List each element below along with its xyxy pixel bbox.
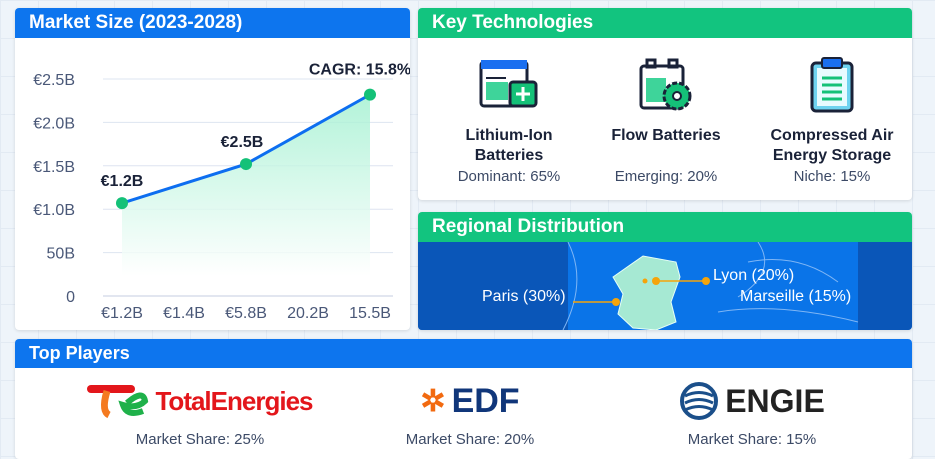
tech-name: Compressed Air bbox=[770, 127, 894, 144]
y-tick-label: 50B bbox=[47, 246, 75, 263]
data-point bbox=[240, 158, 252, 171]
tech-name: Energy Storage bbox=[772, 147, 892, 164]
engie-logo: ENGIE bbox=[622, 381, 882, 421]
clipboard-icon bbox=[752, 56, 912, 116]
y-tick-label: €2.0B bbox=[33, 115, 75, 132]
data-label: CAGR: 15.8% bbox=[309, 62, 410, 79]
tech-lithium-ion: Lithium-Ion Batteries Dominant: 65% bbox=[429, 56, 589, 185]
tech-flow-batteries: Flow Batteries Emerging: 20% bbox=[586, 56, 746, 185]
france-map bbox=[612, 255, 681, 330]
y-tick-label: 0 bbox=[66, 289, 75, 306]
player-totalenergies: TotalEnergies Market Share: 25% bbox=[70, 381, 330, 448]
tech-name: Batteries bbox=[474, 147, 544, 164]
y-tick-label: €1.0B bbox=[33, 202, 75, 219]
tech-compressed-air: Compressed Air Energy Storage Niche: 15% bbox=[752, 56, 912, 185]
market-share: Market Share: 20% bbox=[405, 431, 535, 448]
paris-label: Paris (30%) bbox=[482, 288, 566, 305]
player-engie: ENGIE Market Share: 15% bbox=[622, 381, 882, 448]
tech-name: Flow Batteries bbox=[611, 127, 721, 144]
edf-flower-icon: ✲ bbox=[420, 384, 446, 418]
y-tick-label: €2.5B bbox=[33, 72, 75, 89]
data-point bbox=[116, 197, 128, 210]
x-tick-label: €5.8B bbox=[225, 305, 267, 322]
market-size-panel: Market Size (2023-2028) 0 50B €1.0B €1.5B €2… bbox=[15, 8, 410, 330]
lyon-label: Lyon (20%) bbox=[713, 267, 795, 284]
data-label: €2.5B bbox=[221, 134, 264, 151]
regional-distribution-panel: Regional Distribution Paris (30%) Lyon (… bbox=[418, 212, 912, 330]
battery-plus-icon bbox=[429, 56, 589, 116]
x-tick-label: 20.2B bbox=[287, 305, 329, 322]
market-size-chart: 0 50B €1.0B €1.5B €2.0B €2.5B €1.2B €1.4B €5.8B 2… bbox=[33, 62, 410, 322]
area-fill bbox=[122, 94, 370, 277]
tech-share: Niche: 15% bbox=[793, 168, 871, 185]
edf-logo: ✲ EDF bbox=[420, 381, 520, 420]
panel-title: Market Size (2023-2028) bbox=[15, 8, 410, 38]
market-share: Market Share: 15% bbox=[687, 431, 817, 448]
tech-share: Emerging: 20% bbox=[614, 168, 718, 185]
marseille-label: Marseille (15%) bbox=[740, 288, 852, 305]
panel-title: Top Players bbox=[15, 339, 912, 368]
totalenergies-logo: TotalEnergies bbox=[70, 381, 330, 421]
x-tick-label: €1.4B bbox=[163, 305, 205, 322]
key-technologies-panel: Key Technologies Lithium-Ion Batteries Do… bbox=[418, 8, 912, 200]
europe-map: Paris (30%) Lyon (20%) Marseille (15%) bbox=[418, 242, 912, 330]
top-players-panel: Top Players TotalEnergies Market Share: … bbox=[15, 339, 912, 459]
panel-title: Regional Distribution bbox=[418, 212, 912, 242]
x-tick-label: 15.5B bbox=[349, 305, 391, 322]
tech-name: Lithium-Ion bbox=[465, 127, 553, 144]
tech-share: Dominant: 65% bbox=[457, 168, 561, 185]
y-tick-label: €1.5B bbox=[33, 159, 75, 176]
market-share: Market Share: 25% bbox=[135, 431, 265, 448]
panel-title: Key Technologies bbox=[418, 8, 912, 38]
data-label: €1.2B bbox=[101, 173, 144, 190]
data-point bbox=[364, 88, 376, 101]
x-tick-label: €1.2B bbox=[101, 305, 143, 322]
player-edf: ✲ EDF Market Share: 20% bbox=[340, 381, 600, 449]
battery-gear-icon bbox=[586, 56, 746, 116]
